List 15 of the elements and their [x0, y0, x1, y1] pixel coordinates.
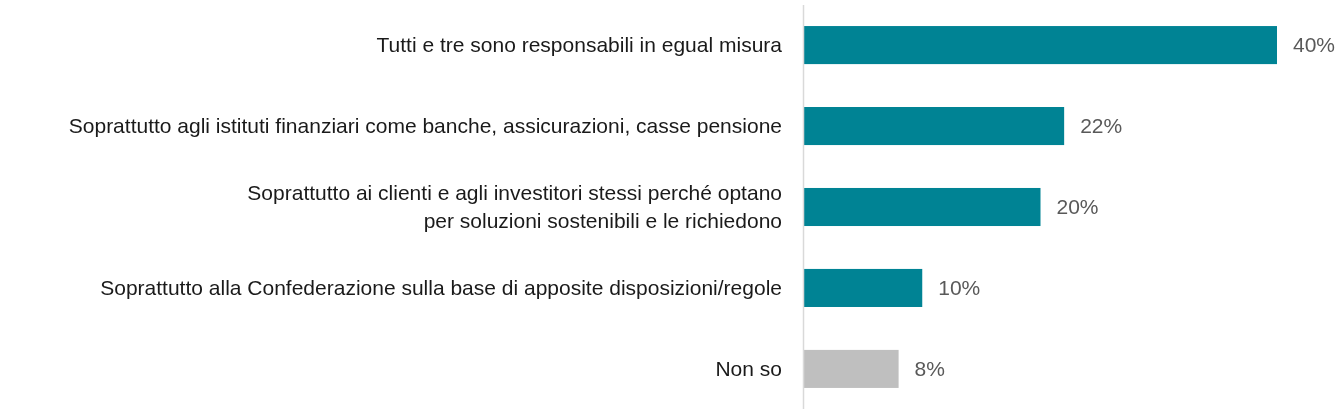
- bar: [804, 268, 923, 307]
- bar: [804, 187, 1041, 227]
- y-tick-label: Soprattutto agli istituti finanziari come banche, assicurazioni, casse pensione: [68, 114, 782, 138]
- data-label: 10%: [938, 276, 981, 300]
- bar: [804, 107, 1065, 146]
- data-label: 40%: [1293, 33, 1336, 57]
- bar: [804, 349, 899, 388]
- data-label: 20%: [1056, 195, 1099, 219]
- data-label: 8%: [914, 357, 945, 381]
- y-tick-label: Non so: [715, 357, 782, 381]
- bar: [804, 26, 1277, 65]
- y-tick-label: Soprattutto alla Confederazione sulla base di apposite disposizioni/regole: [100, 276, 782, 300]
- y-tick-label: Soprattutto ai clienti e agli investitori stessi perché optano per soluzioni sostenibili e le richiedono: [247, 181, 782, 233]
- data-label: 22%: [1080, 114, 1123, 138]
- y-tick-label: Tutti e tre sono responsabili in egual misura: [376, 33, 783, 57]
